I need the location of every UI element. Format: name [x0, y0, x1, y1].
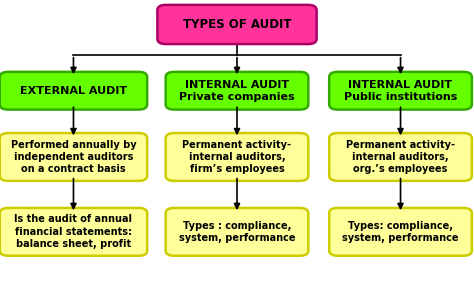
FancyBboxPatch shape — [0, 133, 147, 181]
Text: Types : compliance,
system, performance: Types : compliance, system, performance — [179, 221, 295, 243]
FancyBboxPatch shape — [157, 5, 317, 44]
Text: Performed annually by
independent auditors
on a contract basis: Performed annually by independent audito… — [10, 140, 137, 174]
FancyBboxPatch shape — [165, 72, 308, 109]
Text: Permanent activity-
internal auditors,
org.’s employees: Permanent activity- internal auditors, o… — [346, 140, 455, 174]
Text: INTERNAL AUDIT
Public institutions: INTERNAL AUDIT Public institutions — [344, 79, 457, 102]
Text: Permanent activity-
internal auditors,
firm’s employees: Permanent activity- internal auditors, f… — [182, 140, 292, 174]
FancyBboxPatch shape — [0, 72, 147, 109]
FancyBboxPatch shape — [165, 133, 308, 181]
FancyBboxPatch shape — [329, 208, 472, 256]
FancyBboxPatch shape — [329, 72, 472, 109]
Text: TYPES OF AUDIT: TYPES OF AUDIT — [183, 18, 291, 31]
FancyBboxPatch shape — [0, 208, 147, 256]
Text: Is the audit of annual
financial statements:
balance sheet, profit: Is the audit of annual financial stateme… — [15, 215, 132, 249]
Text: Types: compliance,
system, performance: Types: compliance, system, performance — [342, 221, 459, 243]
Text: EXTERNAL AUDIT: EXTERNAL AUDIT — [20, 86, 127, 96]
FancyBboxPatch shape — [165, 208, 308, 256]
FancyBboxPatch shape — [329, 133, 472, 181]
Text: INTERNAL AUDIT
Private companies: INTERNAL AUDIT Private companies — [179, 79, 295, 102]
